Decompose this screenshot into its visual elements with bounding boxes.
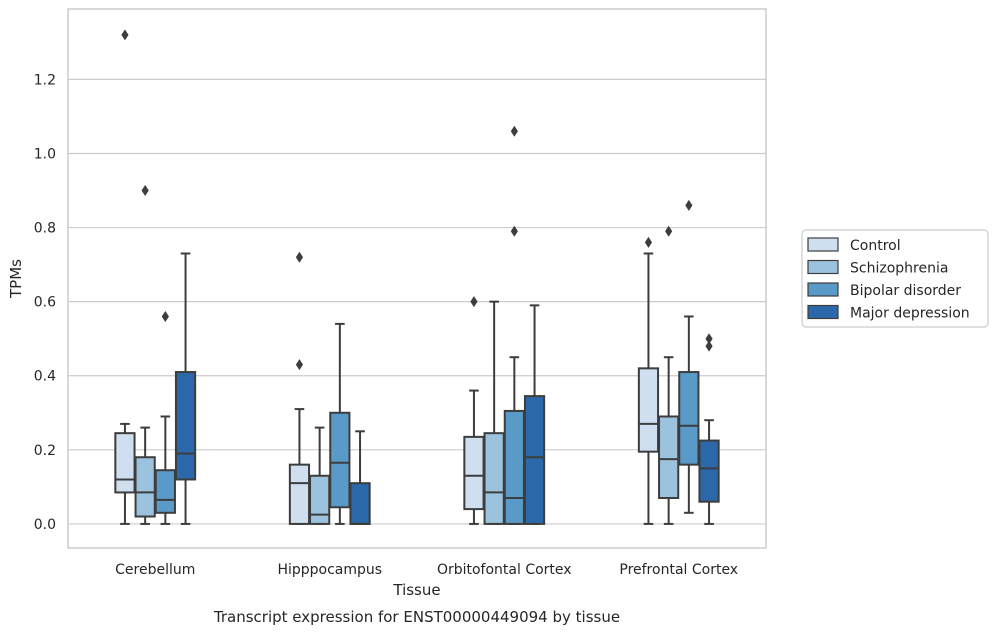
legend-swatch <box>807 282 839 297</box>
box-bipolar-disorder <box>329 322 351 525</box>
box-groups <box>114 29 720 525</box>
x-tick-labels: Cerebellum Hipppocampus Orbitofontal Corte… <box>115 562 738 578</box>
box-bipolar-disorder <box>154 310 176 525</box>
legend-items: Control Schizophrenia Bipolar disorder Majo… <box>807 237 970 322</box>
outlier-point <box>685 199 693 211</box>
iqr-box <box>523 395 546 525</box>
outlier-point <box>665 225 673 237</box>
legend-label: Bipolar disorder <box>850 283 961 299</box>
y-tick-label: 0.4 <box>34 369 56 385</box>
legend-label: Schizophrenia <box>850 261 948 277</box>
outlier-point <box>295 359 304 371</box>
legend-item: Schizophrenia <box>807 259 948 277</box>
chart-caption: Transcript expression for ENST0000044909… <box>213 608 620 626</box>
iqr-box <box>503 409 525 525</box>
legend-label: Control <box>850 238 901 254</box>
legend-item: Bipolar disorder <box>807 282 961 299</box>
outlier-point <box>705 340 713 352</box>
category-group <box>288 251 371 525</box>
legend: Control Schizophrenia Bipolar disorder Majo… <box>801 229 989 328</box>
iqr-box <box>134 456 156 518</box>
legend-frame <box>801 229 989 328</box>
y-tick-labels: 0.0 0.2 0.4 0.6 0.8 1.0 1.2 <box>34 72 56 533</box>
x-tick-label: Prefrontal Cortex <box>619 562 738 578</box>
outlier-point <box>141 185 149 197</box>
category-group <box>463 125 546 525</box>
iqr-box <box>349 482 371 525</box>
y-tick-label: 0.6 <box>34 295 56 311</box>
iqr-box <box>329 411 351 509</box>
legend-swatch <box>807 304 839 320</box>
outlier-point <box>121 29 129 41</box>
box-bipolar-disorder <box>678 199 700 514</box>
outlier-point <box>161 310 169 322</box>
iqr-box <box>678 371 700 466</box>
outlier-point <box>510 125 518 137</box>
category-group <box>114 29 197 525</box>
y-tick-label: 0.0 <box>34 517 56 533</box>
legend-swatch <box>807 259 839 275</box>
box-schizophrenia <box>309 426 331 525</box>
iqr-box <box>637 367 660 453</box>
box-control <box>637 236 660 525</box>
outlier-point <box>295 251 304 263</box>
iqr-box <box>658 415 680 499</box>
legend-item: Major depression <box>807 304 970 322</box>
box-control <box>114 29 136 525</box>
y-axis-label: TPMs <box>7 259 25 299</box>
iqr-box <box>174 371 197 481</box>
y-tick-label: 1.2 <box>34 72 56 88</box>
iqr-box <box>483 432 505 525</box>
box-major-depression <box>349 430 371 525</box>
y-tick-label: 1.0 <box>34 146 56 162</box>
y-tick-label: 0.8 <box>34 221 56 237</box>
iqr-box <box>288 463 311 525</box>
box-major-depression <box>523 304 546 525</box>
iqr-box <box>309 474 331 525</box>
legend-label: Major depression <box>850 306 970 322</box>
box-major-depression <box>174 252 197 525</box>
iqr-box <box>114 432 136 494</box>
x-tick-label: Hipppocampus <box>277 562 382 578</box>
x-axis-label: Tissue <box>392 581 440 599</box>
legend-swatch <box>807 237 839 252</box>
x-tick-label: Orbitofontal Cortex <box>437 562 572 578</box>
x-tick-label: Cerebellum <box>115 562 195 578</box>
iqr-box <box>698 439 720 503</box>
y-tick-label: 0.2 <box>34 443 56 459</box>
box-major-depression <box>698 333 720 525</box>
outlier-point <box>644 236 653 248</box>
plot-frame <box>67 8 767 549</box>
outlier-point <box>510 225 518 237</box>
outlier-point <box>705 333 713 345</box>
iqr-box <box>463 435 485 511</box>
box-schizophrenia <box>658 225 680 525</box>
category-group <box>637 199 720 525</box>
outlier-point <box>470 296 478 308</box>
legend-item: Control <box>807 237 901 254</box>
iqr-box <box>154 469 176 514</box>
box-schizophrenia <box>134 185 156 525</box>
